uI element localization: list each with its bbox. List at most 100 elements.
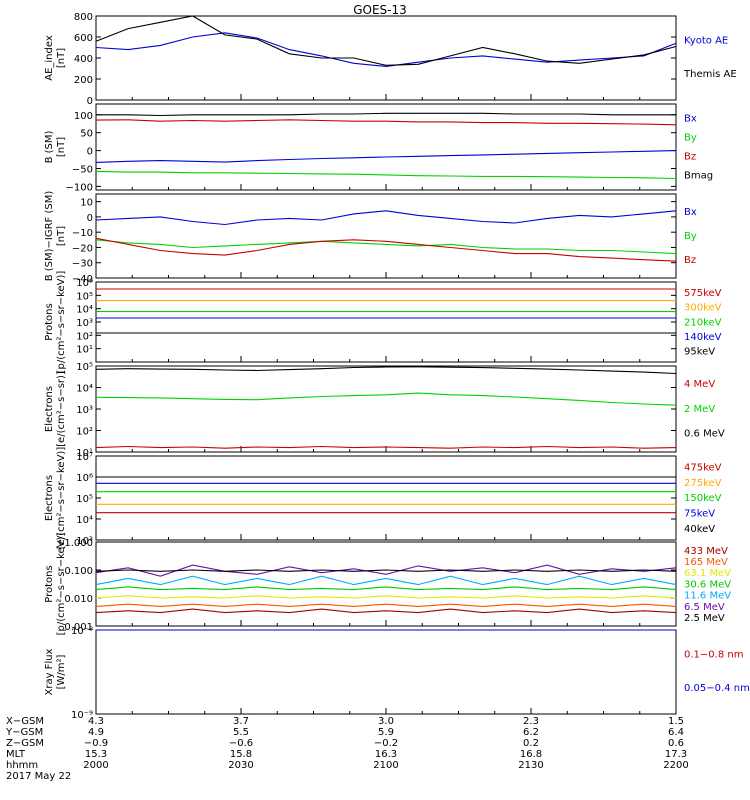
x-value: 6.4 xyxy=(668,727,684,738)
x-value: 6.2 xyxy=(523,727,539,738)
x-row-label: hhmm xyxy=(6,760,38,771)
y-tick-label: 200 xyxy=(74,75,93,86)
y-tick-label: 10⁶ xyxy=(76,278,93,289)
y-axis-label: [p/(cm²−s−sr−keV)] xyxy=(56,533,67,636)
y-tick-label: −50 xyxy=(72,165,93,176)
legend-label: 2.5 MeV xyxy=(684,613,725,624)
x-value: 2200 xyxy=(663,760,688,771)
y-axis-label: Protons xyxy=(44,565,55,602)
x-row-label: Y−GSM xyxy=(5,727,43,738)
panel-protons_high: 0.001 0.010 0.100 1.000 Protons [p/(cm²−s−sr−… xyxy=(44,533,731,636)
series-line-bmag xyxy=(96,112,676,117)
x-value: −0.2 xyxy=(374,738,398,749)
y-tick-label: 0.100 xyxy=(64,566,93,577)
legend-label: 475keV xyxy=(684,463,722,474)
y-axis-label: B (SM)−IGRF (SM) xyxy=(44,191,55,282)
y-tick-label: −20 xyxy=(72,243,93,254)
legend-label: 433 MeV xyxy=(684,546,728,557)
legend-label: 75keV xyxy=(684,509,715,520)
y-tick-label: 800 xyxy=(74,12,93,23)
y-tick-label: 0.001 xyxy=(64,622,93,633)
y-axis-label: [e/(cm²−s−sr−keV)] xyxy=(56,447,67,550)
panel-xray: 10⁻⁹ 10⁻⁸ Xray Flux [W/m²] 0.1−0.8 nm 0.05−0.… xyxy=(44,626,750,721)
y-tick-label: 0 xyxy=(87,213,93,224)
series-line-11-6-mev xyxy=(95,575,677,586)
y-axis-label: [W/m²] xyxy=(56,654,67,689)
y-tick-label: −100 xyxy=(66,182,93,193)
legend-label: 0.1−0.8 nm xyxy=(684,650,743,661)
legend-label: 210keV xyxy=(684,317,722,328)
x-value: 15.8 xyxy=(230,749,252,760)
legend-label: 6.5 MeV xyxy=(684,602,725,613)
x-value: −0.6 xyxy=(229,738,253,749)
legend-label: Themis AE xyxy=(683,69,737,80)
figure-title: GOES-13 xyxy=(353,3,407,17)
x-value: 2100 xyxy=(373,760,398,771)
y-tick-label: 0 xyxy=(87,147,93,158)
y-axis-label: [nT] xyxy=(56,226,67,246)
y-tick-label: 600 xyxy=(74,33,93,44)
panel-protons_low: 10¹ 10² 10³ 10⁴ 10⁵ 10⁶ Protons [p/(cm²−s−sr−ke… xyxy=(44,271,722,374)
legend-label: Kyoto AE xyxy=(684,36,728,47)
legend-label: Bx xyxy=(684,113,697,124)
x-value: 3.0 xyxy=(378,716,394,727)
y-tick-label: −40 xyxy=(72,274,93,285)
y-axis-label: Xray Flux xyxy=(44,648,55,695)
panel-frame xyxy=(95,455,677,541)
series-line-bx xyxy=(95,150,677,163)
x-value: 16.8 xyxy=(520,749,542,760)
y-tick-label: 10² xyxy=(76,427,93,438)
legend-label: 165 MeV xyxy=(684,557,728,568)
y-axis-label: [e/(cm²−s−sr)] xyxy=(56,371,67,447)
legend-label: Bx xyxy=(684,207,697,218)
y-tick-label: 10⁻⁹ xyxy=(71,710,93,721)
panel-electrons_low: 10³ 10⁴ 10⁵ 10⁶ 10⁷ Electrons [e/(cm²−s−sr−keV… xyxy=(44,447,722,550)
series-line-30-6-mev xyxy=(95,586,677,591)
series-line-2-5-mev xyxy=(95,569,677,572)
x-value: 4.9 xyxy=(88,727,104,738)
legend-label: By xyxy=(684,231,697,242)
panel-b_igrf: −40 −30 −20 −10 0 10 B (SM)−IGRF (SM) [nT] Bx By B… xyxy=(44,191,697,285)
y-tick-label: 10⁴ xyxy=(76,384,93,395)
series-line-2-mev xyxy=(95,392,677,406)
series-line-bx xyxy=(95,210,677,226)
legend-label: Bmag xyxy=(684,171,713,182)
x-row-label: Z−GSM xyxy=(6,738,44,749)
series-line-63-1-mev xyxy=(95,595,677,599)
y-axis-label: Electrons xyxy=(44,386,55,432)
x-value: −0.9 xyxy=(84,738,108,749)
series-line-kyoto-ae xyxy=(95,32,677,67)
legend-label: 0.6 MeV xyxy=(684,428,725,439)
x-value: 1.5 xyxy=(668,716,684,727)
legend-label: 0.05−0.4 nm xyxy=(684,683,750,694)
x-value: 5.9 xyxy=(378,727,394,738)
legend-label: 4 MeV xyxy=(684,379,715,390)
y-tick-label: 400 xyxy=(74,54,93,65)
y-axis-label: [p/(cm²−s−sr−keV)] xyxy=(56,271,67,374)
legend-label: 300keV xyxy=(684,303,722,314)
y-axis-label: Protons xyxy=(44,303,55,340)
date-label: 2017 May 22 xyxy=(6,771,71,782)
y-tick-label: 10⁵ xyxy=(76,494,93,505)
series-line-0-6-mev xyxy=(95,366,677,375)
series-line-themis-ae xyxy=(95,15,677,66)
y-tick-label: −30 xyxy=(72,259,93,270)
y-tick-label: 10⁴ xyxy=(76,305,93,316)
legend-label: 150keV xyxy=(684,493,722,504)
y-axis-label: [nT] xyxy=(56,48,67,68)
series-line-165-mev xyxy=(95,603,677,607)
panel-b_sm: −100 −50 0 50 100 B (SM) [nT] Bx By Bz Bmag xyxy=(44,103,713,193)
panel-frame xyxy=(95,15,677,101)
legend-label: 140keV xyxy=(684,332,722,343)
y-tick-label: 10¹ xyxy=(76,448,93,459)
legend-label: 30.6 MeV xyxy=(684,579,731,590)
y-tick-label: 50 xyxy=(80,129,93,140)
y-axis-label: Electrons xyxy=(44,475,55,521)
y-tick-label: 1.000 xyxy=(64,538,93,549)
legend-label: 575keV xyxy=(684,288,722,299)
y-tick-label: −10 xyxy=(72,228,93,239)
x-value: 2000 xyxy=(83,760,108,771)
panel-frame xyxy=(95,541,677,627)
